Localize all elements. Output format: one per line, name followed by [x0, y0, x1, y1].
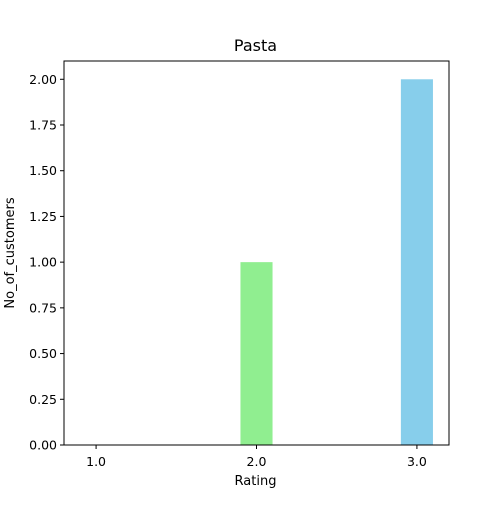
y-tick-label: 1.75 — [29, 118, 57, 133]
bar-rating-2.0 — [240, 262, 273, 445]
x-tick-label: 3.0 — [407, 454, 427, 469]
x-ticks-group: 1.0 2.0 3.0 — [86, 445, 427, 469]
y-tick-label: 0.75 — [29, 300, 57, 315]
y-axis-label: No_of_customers — [3, 197, 18, 308]
bars-group — [240, 79, 433, 446]
y-tick-label: 0.25 — [29, 392, 57, 407]
y-tick-label: 1.00 — [29, 255, 57, 270]
y-ticks-group: 0.00 0.25 0.50 0.75 1.00 1.25 1.50 1.75 2.00 — [29, 72, 64, 453]
chart-title: Pasta — [234, 36, 277, 55]
y-tick-label: 1.50 — [29, 163, 57, 178]
y-tick-label: 1.25 — [29, 209, 57, 224]
x-axis-label: Rating — [235, 474, 277, 489]
plot-frame — [63, 60, 450, 446]
x-tick-label: 2.0 — [247, 454, 267, 469]
bar-rating-3.0 — [400, 79, 433, 446]
x-tick-label: 1.0 — [86, 454, 106, 469]
y-tick-label: 0.00 — [29, 438, 57, 453]
y-tick-label: 0.50 — [29, 346, 57, 361]
y-tick-label: 2.00 — [29, 72, 57, 87]
